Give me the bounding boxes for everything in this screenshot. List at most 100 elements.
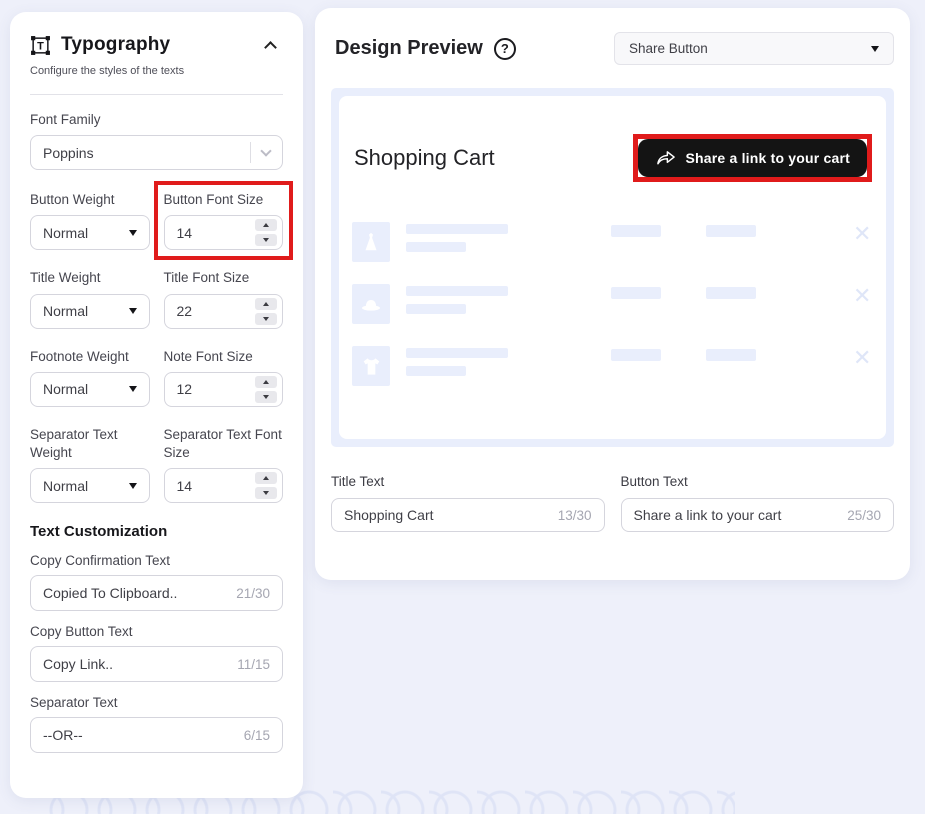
cart-item-row: ✕ — [352, 345, 872, 394]
char-counter: 25/30 — [847, 507, 881, 523]
button-weight-label: Button Weight — [30, 192, 115, 208]
stepper-down-icon[interactable] — [255, 390, 277, 403]
footnote-weight-field: Footnote Weight Normal — [30, 348, 150, 407]
separator-font-size-value: 14 — [176, 477, 193, 494]
footnote-weight-value: Normal — [43, 381, 89, 398]
share-button-label: Share a link to your cart — [685, 150, 850, 166]
footnote-weight-label: Footnote Weight — [30, 348, 129, 364]
share-button-highlight: Share a link to your cart — [632, 134, 872, 182]
item-name-placeholder — [406, 224, 508, 234]
caret-down-icon — [871, 45, 879, 52]
stepper-up-icon[interactable] — [255, 297, 277, 310]
t-shirt-icon — [352, 346, 390, 386]
title-text-input[interactable]: Shopping Cart 13/30 — [331, 498, 605, 532]
button-text-input[interactable]: Share a link to your cart 25/30 — [620, 498, 894, 532]
stepper-down-icon[interactable] — [255, 234, 277, 247]
char-counter: 21/30 — [236, 585, 270, 601]
separator-weight-value: Normal — [43, 477, 89, 494]
title-text-group: Title Text Shopping Cart 13/30 — [331, 474, 605, 532]
title-weight-field: Title Weight Normal — [30, 269, 150, 329]
dress-icon — [352, 222, 390, 262]
preview-card: Shopping Cart Share a link to your cart — [339, 96, 886, 439]
panel-title: Typography — [61, 34, 171, 55]
panel-subtitle: Configure the styles of the texts — [30, 65, 185, 77]
design-preview-panel: Design Preview ? Share Button Shopping C… — [315, 8, 910, 580]
item-name-placeholder — [406, 348, 508, 358]
button-text-group: Button Text Share a link to your cart 25… — [620, 474, 894, 532]
item-subtext-placeholder — [406, 366, 466, 376]
button-font-size-input[interactable]: 14 — [163, 215, 283, 251]
stepper-up-icon[interactable] — [255, 375, 277, 388]
note-font-size-label: Note Font Size — [163, 348, 253, 364]
separator-text-value: --OR-- — [43, 727, 83, 744]
help-question-icon[interactable]: ? — [493, 37, 516, 60]
separator-font-size-input[interactable]: 14 — [163, 468, 283, 504]
text-customization-heading: Text Customization — [30, 523, 168, 541]
title-text-label: Title Text — [331, 474, 385, 489]
separator-font-size-label: Separator Text Font Size — [163, 426, 282, 461]
cart-item-row: ✕ — [352, 221, 872, 270]
item-subtext-placeholder — [406, 304, 466, 314]
stepper-down-icon[interactable] — [255, 312, 277, 325]
button-font-size-label: Button Font Size — [163, 192, 264, 208]
char-counter: 11/15 — [237, 656, 270, 672]
title-font-size-label: Title Font Size — [163, 270, 250, 286]
remove-item-icon[interactable]: ✕ — [853, 221, 872, 246]
svg-text:T: T — [37, 40, 44, 52]
title-text-value: Shopping Cart — [344, 507, 434, 523]
button-text-label: Button Text — [620, 474, 688, 489]
stepper-up-icon[interactable] — [255, 472, 277, 485]
item-price-placeholder — [706, 287, 756, 299]
caret-down-icon — [128, 308, 137, 315]
share-cart-button[interactable]: Share a link to your cart — [637, 139, 867, 177]
title-weight-select[interactable]: Normal — [30, 293, 150, 329]
preview-mode-value: Share Button — [629, 41, 708, 56]
copy-button-text-label: Copy Button Text — [30, 624, 133, 640]
separator-font-size-field: Separator Text Font Size 14 — [163, 426, 283, 504]
share-arrow-icon — [656, 151, 675, 165]
text-frame-icon: T — [31, 35, 50, 55]
font-family-label: Font Family — [30, 112, 101, 127]
item-name-placeholder — [406, 286, 508, 296]
stepper-down-icon[interactable] — [255, 487, 277, 500]
char-counter: 13/30 — [557, 507, 592, 523]
item-price-placeholder — [706, 349, 756, 361]
stepper-up-icon[interactable] — [255, 219, 277, 232]
button-weight-select[interactable]: Normal — [30, 215, 150, 251]
font-family-select[interactable]: Poppins — [30, 135, 283, 171]
remove-item-icon[interactable]: ✕ — [853, 345, 872, 370]
divider — [30, 94, 283, 95]
char-counter: 6/15 — [243, 727, 270, 743]
copy-button-text-input[interactable]: Copy Link.. 11/15 — [30, 646, 283, 683]
collapse-chevron-up-icon[interactable] — [264, 40, 277, 54]
note-font-size-input[interactable]: 12 — [163, 371, 283, 407]
caret-down-icon — [128, 386, 137, 393]
separator-weight-label: Separator Text Weight — [30, 426, 118, 461]
item-qty-placeholder — [611, 287, 661, 299]
copy-confirmation-input[interactable]: Copied To Clipboard.. 21/30 — [30, 575, 283, 612]
note-font-size-value: 12 — [176, 381, 193, 398]
item-qty-placeholder — [611, 349, 661, 361]
title-font-size-value: 22 — [176, 303, 193, 320]
title-font-size-input[interactable]: 22 — [163, 293, 283, 329]
separator-text-input[interactable]: --OR-- 6/15 — [30, 717, 283, 754]
button-font-size-value: 14 — [176, 224, 193, 241]
chevron-down-icon — [260, 145, 272, 157]
title-font-size-field: Title Font Size 22 — [163, 269, 283, 329]
typography-panel-header: T Typography — [30, 34, 283, 56]
separator-weight-select[interactable]: Normal — [30, 468, 150, 504]
cart-title: Shopping Cart — [354, 145, 495, 170]
title-weight-label: Title Weight — [30, 270, 101, 286]
remove-item-icon[interactable]: ✕ — [853, 283, 872, 308]
item-qty-placeholder — [611, 225, 661, 237]
hat-icon — [352, 284, 390, 324]
separator-text-group: Separator Text --OR-- 6/15 — [30, 695, 283, 754]
copy-confirmation-group: Copy Confirmation Text Copied To Clipboa… — [30, 553, 283, 612]
select-divider — [250, 142, 251, 164]
font-family-value: Poppins — [43, 144, 94, 161]
separator-weight-field: Separator Text Weight Normal — [30, 426, 150, 504]
design-preview-title: Design Preview — [335, 37, 483, 59]
preview-mode-select[interactable]: Share Button — [614, 32, 894, 65]
footnote-weight-select[interactable]: Normal — [30, 371, 150, 407]
separator-text-label: Separator Text — [30, 695, 118, 711]
